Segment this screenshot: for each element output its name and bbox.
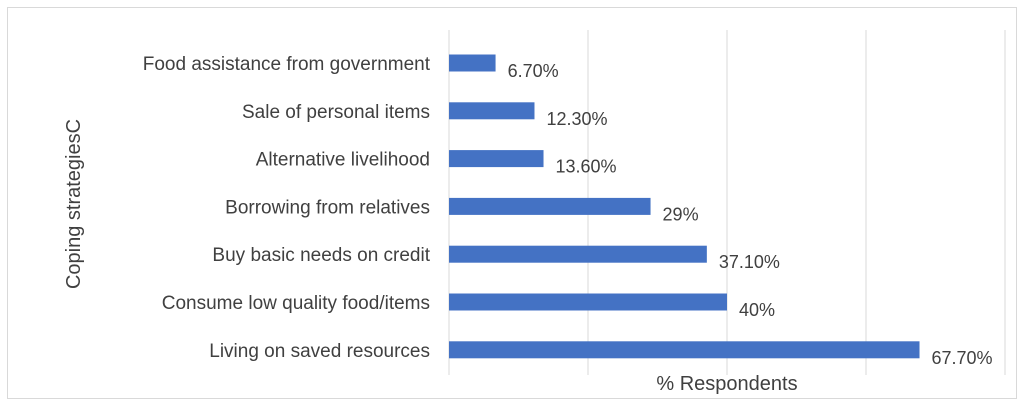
bar — [449, 54, 496, 72]
chart-frame: Food assistance from government Sale of p… — [7, 7, 1017, 399]
category-label: Sale of personal items — [242, 102, 430, 123]
bar — [449, 197, 651, 215]
bar-chart: Food assistance from government Sale of p… — [63, 30, 1006, 395]
data-label: 67.70% — [932, 348, 993, 368]
bar — [449, 341, 920, 359]
category-label: Borrowing from relatives — [225, 197, 430, 218]
bar — [449, 102, 535, 120]
category-label: Food assistance from government — [143, 54, 431, 75]
bar — [449, 150, 544, 168]
x-axis-title: % Respondents — [656, 373, 797, 395]
data-label: 13.60% — [556, 157, 617, 177]
bars — [449, 54, 920, 359]
data-label: 12.30% — [546, 109, 607, 129]
category-label: Consume low quality food/items — [162, 293, 430, 314]
data-label: 6.70% — [508, 61, 559, 81]
bar — [449, 245, 707, 263]
bar — [449, 293, 727, 311]
category-label: Living on saved resources — [209, 341, 430, 362]
category-label: Buy basic needs on credit — [212, 245, 430, 266]
gridlines — [448, 30, 1006, 375]
category-label: Alternative livelihood — [256, 150, 430, 171]
data-label: 40% — [739, 300, 775, 320]
data-label: 29% — [663, 204, 699, 224]
category-labels: Food assistance from government Sale of p… — [143, 54, 431, 362]
data-label: 37.10% — [719, 252, 780, 272]
y-axis-title: Coping strategiesC — [63, 119, 85, 289]
data-labels: 6.70% 12.30% 13.60% 29% 37.10% 40% 67.70% — [508, 61, 993, 368]
